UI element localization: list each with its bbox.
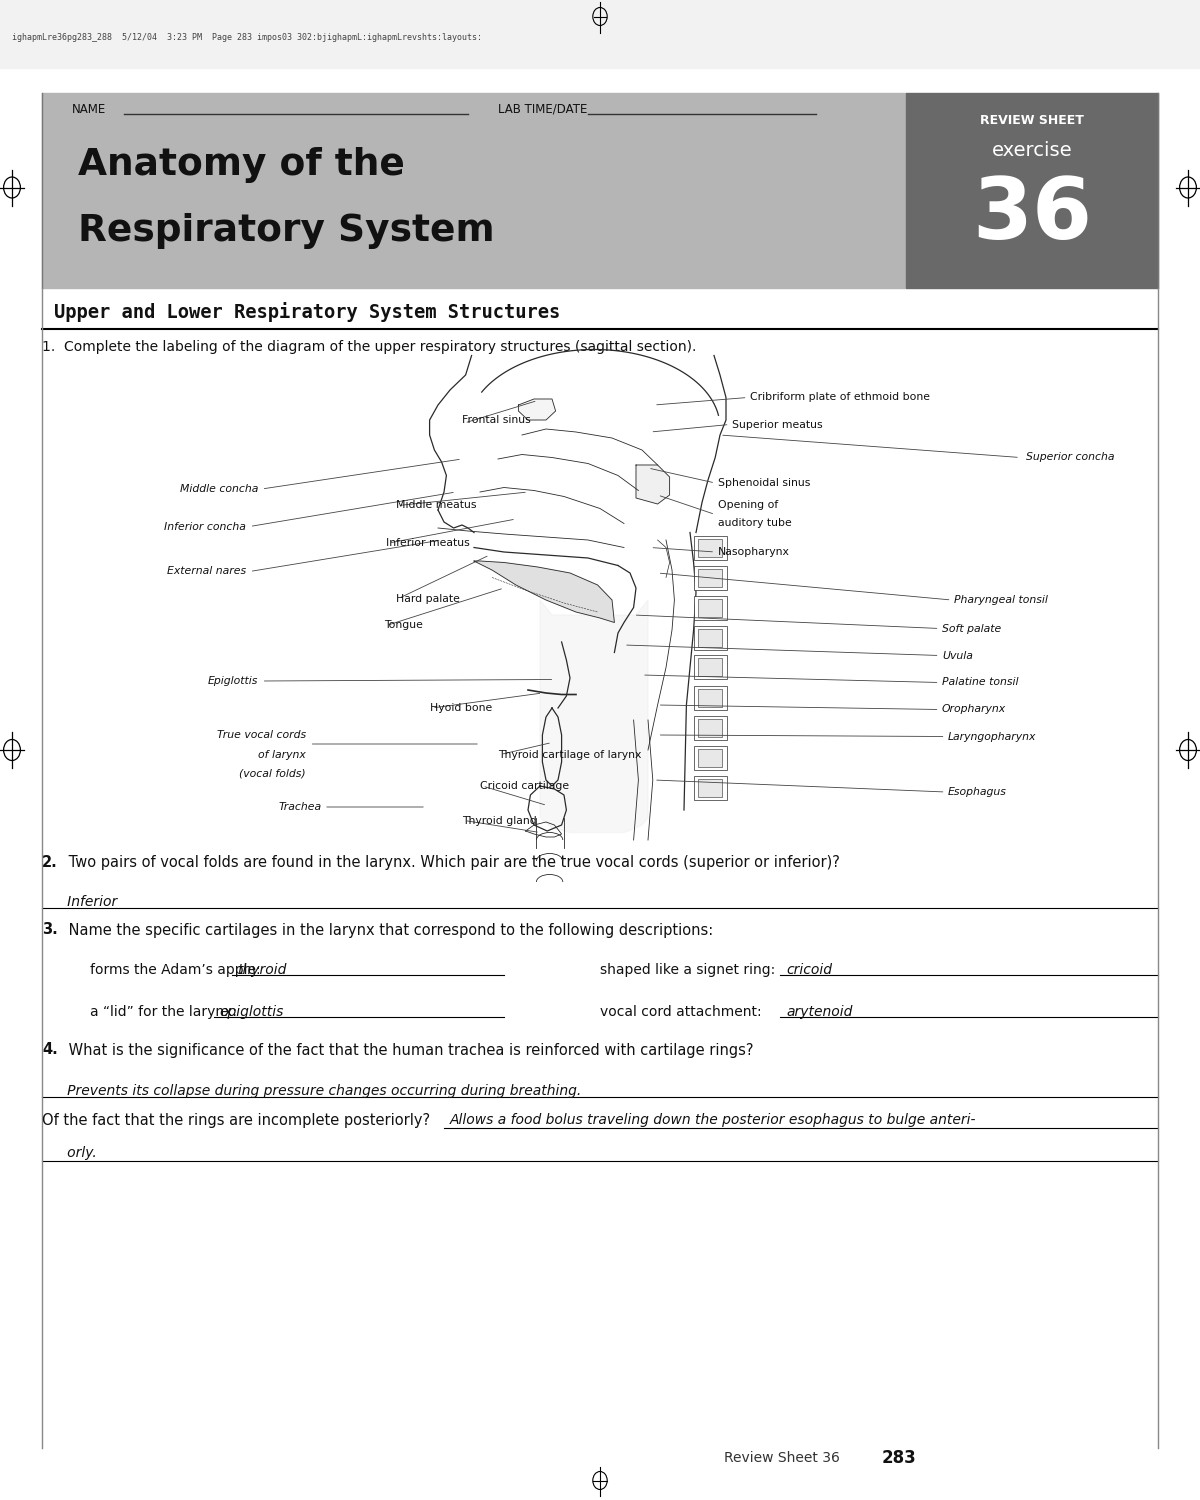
Text: Allows a food bolus traveling down the posterior esophagus to bulge anteri-: Allows a food bolus traveling down the p…: [450, 1113, 977, 1126]
Text: LAB TIME/DATE: LAB TIME/DATE: [498, 104, 587, 116]
Bar: [698, 598, 722, 616]
Text: Of the fact that the rings are incomplete posteriorly?: Of the fact that the rings are incomplet…: [42, 1113, 434, 1128]
Bar: [698, 658, 722, 676]
Bar: [694, 566, 727, 590]
Text: ighapmLre36pg283_288  5/12/04  3:23 PM  Page 283 impos03 302:bjighapmL:ighapmLre: ighapmLre36pg283_288 5/12/04 3:23 PM Pag…: [12, 33, 482, 42]
Text: Trachea: Trachea: [278, 802, 322, 812]
Text: a “lid” for the larynx:: a “lid” for the larynx:: [90, 1005, 241, 1019]
Text: Sphenoidal sinus: Sphenoidal sinus: [718, 478, 810, 488]
Text: thyroid: thyroid: [238, 963, 287, 976]
Text: 283: 283: [882, 1449, 917, 1467]
Bar: [694, 776, 727, 800]
Text: auditory tube: auditory tube: [718, 519, 791, 528]
Text: Cricoid cartilage: Cricoid cartilage: [480, 782, 569, 790]
Bar: [698, 748, 722, 766]
Text: REVIEW SHEET: REVIEW SHEET: [980, 114, 1084, 126]
Bar: [0, 0, 1200, 68]
Bar: [698, 718, 722, 736]
Text: What is the significance of the fact that the human trachea is reinforced with c: What is the significance of the fact tha…: [64, 1042, 754, 1058]
Text: (vocal folds): (vocal folds): [239, 770, 306, 778]
Text: Thyroid cartilage of larynx: Thyroid cartilage of larynx: [498, 750, 641, 759]
Text: 3.: 3.: [42, 922, 58, 938]
Bar: [698, 538, 722, 556]
Text: Soft palate: Soft palate: [942, 624, 1001, 633]
Text: Inferior concha: Inferior concha: [164, 522, 246, 531]
Text: Superior meatus: Superior meatus: [732, 420, 823, 429]
Text: Review Sheet 36: Review Sheet 36: [724, 1450, 840, 1466]
Text: Superior concha: Superior concha: [1026, 453, 1115, 462]
Text: External nares: External nares: [167, 567, 246, 576]
Text: Respiratory System: Respiratory System: [78, 213, 494, 249]
Text: Inferior meatus: Inferior meatus: [386, 538, 470, 548]
Text: Hard palate: Hard palate: [396, 594, 460, 603]
Bar: [698, 628, 722, 646]
Text: Palatine tonsil: Palatine tonsil: [942, 678, 1019, 687]
Polygon shape: [540, 600, 648, 832]
Text: orly.: orly.: [54, 1146, 97, 1160]
Text: Uvula: Uvula: [942, 651, 973, 660]
Bar: [906, 93, 1158, 288]
Text: Prevents its collapse during pressure changes occurring during breathing.: Prevents its collapse during pressure ch…: [54, 1084, 581, 1098]
Bar: [694, 686, 727, 709]
Bar: [694, 626, 727, 650]
Text: 36: 36: [972, 174, 1092, 258]
Bar: [694, 656, 727, 680]
Bar: [694, 536, 727, 560]
Polygon shape: [474, 561, 614, 622]
Text: Laryngopharynx: Laryngopharynx: [948, 732, 1037, 741]
Text: 1.  Complete the labeling of the diagram of the upper respiratory structures (sa: 1. Complete the labeling of the diagram …: [42, 340, 696, 354]
Text: Inferior: Inferior: [54, 896, 118, 909]
Text: Frontal sinus: Frontal sinus: [462, 416, 530, 424]
Text: Middle meatus: Middle meatus: [396, 501, 476, 510]
Bar: [694, 716, 727, 740]
Polygon shape: [636, 465, 670, 504]
Text: Esophagus: Esophagus: [948, 788, 1007, 796]
Polygon shape: [518, 399, 556, 420]
Text: Pharyngeal tonsil: Pharyngeal tonsil: [954, 596, 1048, 604]
Text: of larynx: of larynx: [258, 750, 306, 759]
Text: True vocal cords: True vocal cords: [217, 730, 306, 740]
Bar: [698, 688, 722, 706]
Text: Middle concha: Middle concha: [180, 484, 258, 494]
Text: epiglottis: epiglottis: [220, 1005, 284, 1019]
Text: arytenoid: arytenoid: [786, 1005, 852, 1019]
Text: 4.: 4.: [42, 1042, 58, 1058]
Text: Anatomy of the: Anatomy of the: [78, 147, 404, 183]
Text: Opening of: Opening of: [718, 501, 778, 510]
Text: Oropharynx: Oropharynx: [942, 705, 1006, 714]
Bar: [698, 778, 722, 796]
Bar: [694, 596, 727, 619]
Text: Thyroid gland: Thyroid gland: [462, 816, 536, 825]
Bar: [694, 746, 727, 770]
Text: Epiglottis: Epiglottis: [208, 676, 258, 686]
Text: shaped like a signet ring:: shaped like a signet ring:: [600, 963, 780, 976]
Text: Upper and Lower Respiratory System Structures: Upper and Lower Respiratory System Struc…: [54, 302, 560, 322]
Bar: [42, 93, 906, 288]
Text: Hyoid bone: Hyoid bone: [430, 704, 492, 712]
Text: 2.: 2.: [42, 855, 58, 870]
Text: cricoid: cricoid: [786, 963, 832, 976]
Text: exercise: exercise: [991, 141, 1073, 159]
Text: Cribriform plate of ethmoid bone: Cribriform plate of ethmoid bone: [750, 393, 930, 402]
Text: Nasopharynx: Nasopharynx: [718, 548, 790, 556]
Text: NAME: NAME: [72, 104, 107, 116]
Text: Name the specific cartilages in the larynx that correspond to the following desc: Name the specific cartilages in the lary…: [64, 922, 713, 938]
Bar: [698, 568, 722, 586]
Text: Two pairs of vocal folds are found in the larynx. Which pair are the true vocal : Two pairs of vocal folds are found in th…: [64, 855, 840, 870]
Text: vocal cord attachment:: vocal cord attachment:: [600, 1005, 766, 1019]
Text: forms the Adam’s apple:: forms the Adam’s apple:: [90, 963, 265, 976]
Text: Tongue: Tongue: [384, 621, 422, 630]
